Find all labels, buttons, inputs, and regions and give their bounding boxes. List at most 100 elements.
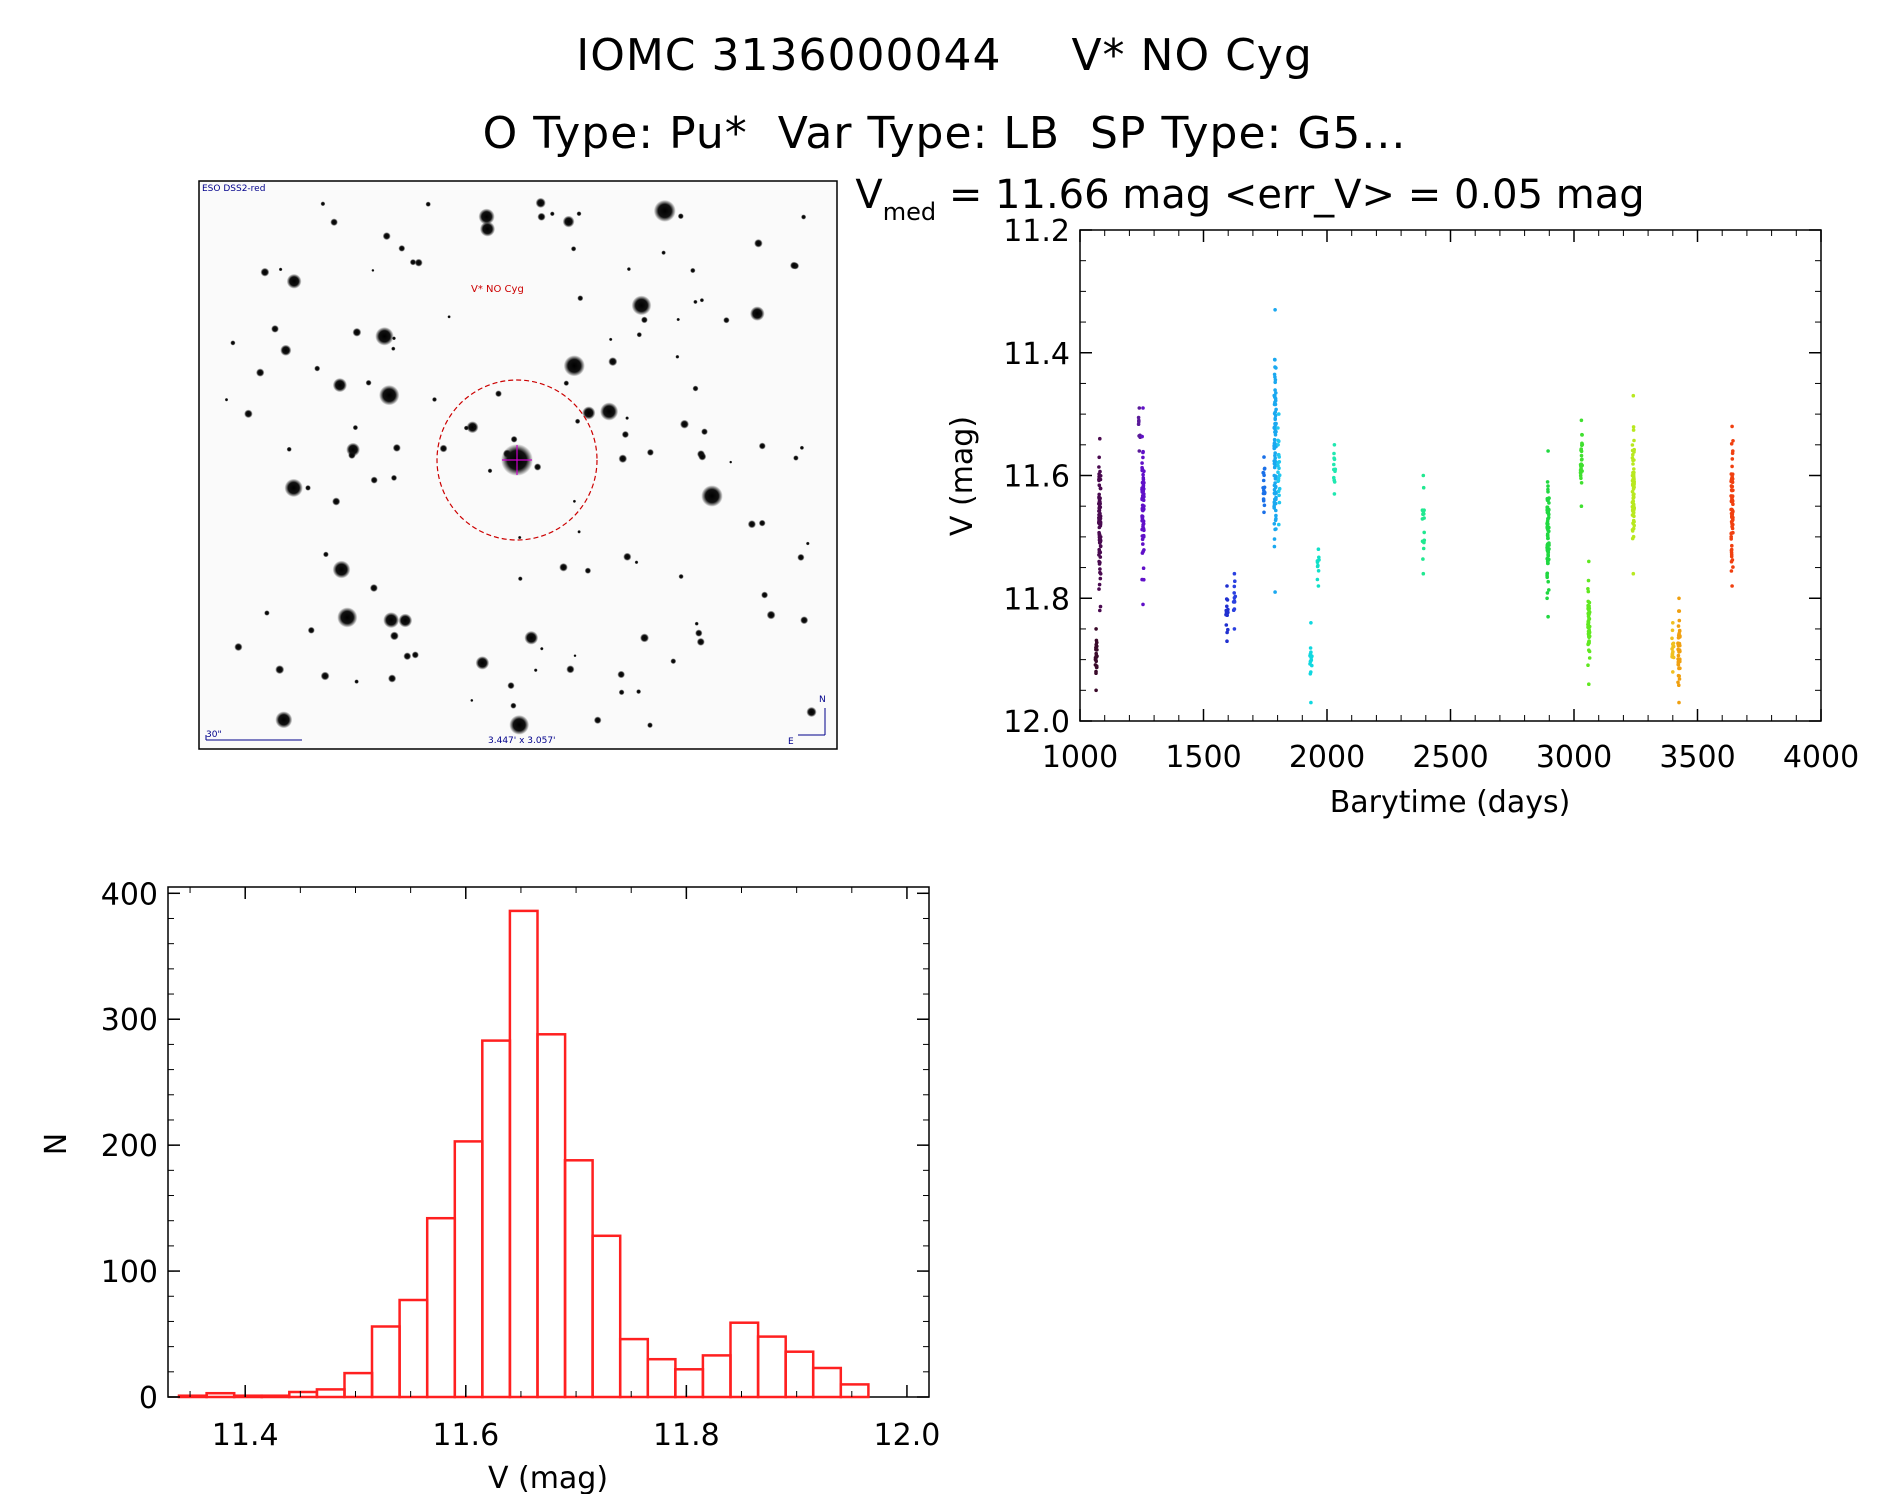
lc-point — [1631, 425, 1636, 429]
lc-point — [1276, 470, 1280, 475]
hist-ytick-label: 0 — [139, 1381, 158, 1416]
lc-point — [1232, 591, 1236, 595]
star — [747, 520, 757, 529]
star — [758, 442, 766, 450]
lc-point — [1098, 608, 1102, 613]
target-label: V* NO Cyg — [471, 284, 524, 295]
lc-point — [1332, 478, 1336, 483]
star — [286, 273, 302, 289]
lc-point — [1730, 451, 1735, 456]
lc-point — [1097, 474, 1101, 479]
north-label: N — [819, 695, 826, 705]
lc-point — [1097, 516, 1101, 520]
survey-label: ESO DSS2-red — [202, 184, 265, 194]
hist-bar — [481, 1039, 512, 1399]
lc-point — [1631, 393, 1636, 398]
star — [766, 610, 776, 620]
hist-xtick-label: 12.0 — [874, 1418, 941, 1453]
lc-point — [1098, 486, 1103, 491]
lc-point — [1097, 587, 1101, 591]
star — [533, 463, 542, 471]
star — [375, 327, 394, 346]
star — [696, 637, 705, 646]
star — [618, 689, 625, 696]
lc-point — [1273, 433, 1278, 437]
star — [369, 584, 378, 592]
lc-point — [1273, 491, 1277, 496]
star — [411, 651, 419, 659]
compass-icon — [798, 708, 826, 736]
lc-ylabel: V (mag) — [945, 416, 980, 536]
star — [320, 201, 326, 207]
star — [608, 357, 618, 367]
lc-point — [1261, 471, 1266, 475]
star — [398, 245, 406, 252]
lc-point — [1546, 449, 1550, 453]
star — [661, 250, 666, 255]
lc-point — [1586, 603, 1590, 608]
lc-point — [1274, 513, 1278, 518]
lc-point — [1233, 594, 1238, 599]
star — [278, 267, 283, 272]
lc-point — [1225, 584, 1229, 588]
lc-point — [1587, 682, 1591, 686]
lc-point — [1731, 565, 1735, 569]
lc-point — [1731, 530, 1735, 535]
star — [323, 551, 329, 558]
lc-point — [1631, 473, 1636, 477]
lc-point — [1262, 503, 1267, 508]
lc-point — [1276, 479, 1280, 484]
lc-point — [1678, 635, 1682, 639]
star — [305, 485, 311, 491]
star — [463, 425, 469, 431]
lc-point — [1273, 395, 1277, 399]
star — [692, 385, 699, 392]
lc-point — [1273, 501, 1278, 506]
hist-bar — [591, 1234, 622, 1399]
star — [403, 652, 412, 661]
lc-point — [1580, 442, 1585, 447]
lc-point — [1262, 485, 1267, 490]
star — [510, 702, 517, 709]
lc-point — [1273, 365, 1277, 369]
chart-title-line2: O Type: Pu* Var Type: LB SP Type: G5... — [482, 108, 1407, 159]
lc-point — [1545, 532, 1550, 536]
lc-point — [1097, 483, 1102, 488]
lc-point — [1309, 700, 1313, 705]
star — [690, 267, 696, 274]
star — [314, 365, 321, 372]
star — [439, 444, 448, 453]
lc-point — [1730, 464, 1734, 469]
star — [563, 380, 570, 386]
lc-point — [1586, 587, 1590, 591]
star-id: IOMC 3136000044 — [576, 30, 1002, 81]
star — [801, 214, 807, 220]
hist-ytick-label: 200 — [101, 1129, 158, 1164]
lc-point — [1140, 551, 1145, 555]
lc-point — [1630, 443, 1635, 447]
lc-point — [1671, 650, 1675, 654]
lc-point — [1141, 524, 1145, 529]
lc-point — [1272, 357, 1277, 362]
lc-point — [1261, 478, 1266, 483]
star — [337, 607, 358, 628]
hist-bar — [756, 1335, 787, 1399]
lc-point — [1094, 657, 1098, 661]
lc-point — [1272, 537, 1277, 541]
lc-point — [1631, 496, 1635, 501]
lc-point — [1421, 571, 1426, 576]
lc-point — [1631, 571, 1636, 576]
lc-xtick-label: 3500 — [1659, 740, 1735, 775]
star — [330, 218, 338, 226]
lc-point — [1261, 498, 1266, 503]
star — [593, 716, 602, 724]
lc-point — [1224, 597, 1229, 601]
hist-ylabel: N — [39, 1133, 74, 1155]
lc-point — [1141, 477, 1146, 482]
lc-point — [1276, 489, 1281, 494]
lc-point — [1586, 578, 1591, 583]
lc-point — [1546, 498, 1550, 502]
star — [275, 711, 293, 729]
lc-point — [1140, 514, 1144, 519]
lc-ytick-label: 11.8 — [1003, 582, 1070, 617]
